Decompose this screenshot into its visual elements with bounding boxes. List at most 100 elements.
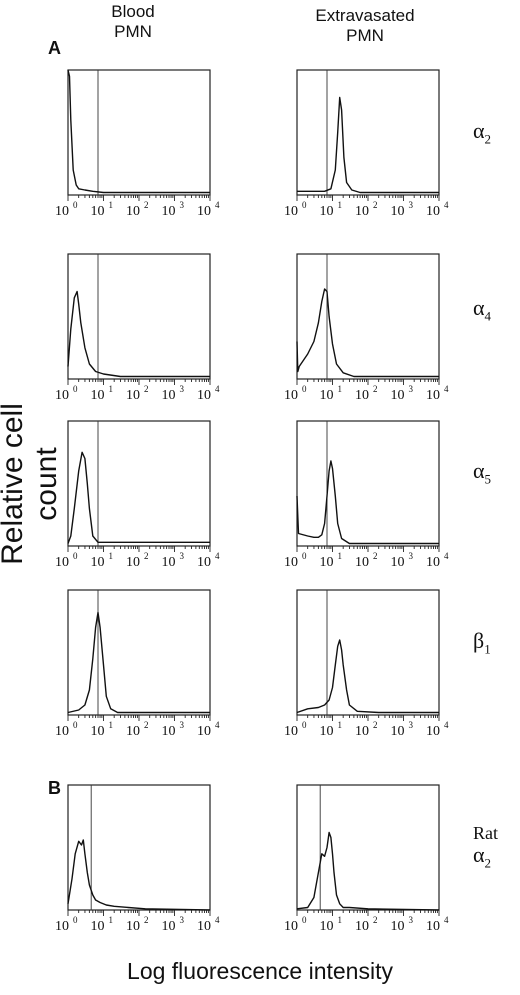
tick-label-exponent: 1 [338,551,343,561]
tick-label-exponent: 1 [338,720,343,730]
histogram-panel: 10 0 10 1 10 2 10 3 10 4 [55,784,220,934]
tick-label-exponent: 4 [215,200,220,210]
tick-label: 10 [126,724,140,739]
tick-label-exponent: 3 [180,384,185,394]
tick-label-exponent: 2 [373,915,378,925]
histogram-trace [296,639,439,714]
row-label-greek: α [473,458,485,483]
histogram-trace [297,96,439,194]
row-label-sub: 4 [484,308,492,324]
tick-label-exponent: 3 [409,200,414,210]
tick-label-exponent: 2 [373,384,378,394]
plot-frame [67,253,211,380]
histogram-trace [67,451,210,544]
tick-label-exponent: 3 [180,915,185,925]
histogram-trace [296,831,440,911]
tick-label-exponent: 2 [144,200,149,210]
tick-label-exponent: 2 [373,720,378,730]
tick-label: 10 [126,919,140,934]
tick-label: 10 [91,204,105,219]
row-label-greek: α [473,118,485,143]
tick-label-exponent: 4 [444,720,449,730]
tick-label: 10 [91,555,105,570]
tick-label: 10 [55,388,69,403]
histogram-trace [67,611,210,714]
column-header-extravasated: Extravasated PMN [295,6,435,46]
row-label-sub: 5 [484,471,492,487]
tick-label: 10 [320,555,334,570]
column-header-line: PMN [114,22,152,41]
row-label-beta1: β1 [473,628,491,657]
tick-label: 10 [320,388,334,403]
row-label-greek: α [473,842,485,867]
plot-frame [296,253,440,380]
tick-label: 10 [355,204,369,219]
plot-frame [67,589,211,716]
tick-label: 10 [320,204,334,219]
tick-label: 10 [197,724,211,739]
tick-label-exponent: 1 [338,384,343,394]
tick-label-exponent: 4 [215,384,220,394]
plot-frame [296,784,440,911]
histogram-trace [67,290,210,378]
tick-label: 10 [284,204,298,219]
tick-label: 10 [284,388,298,403]
tick-label: 10 [162,555,176,570]
tick-label: 10 [320,919,334,934]
tick-label-exponent: 2 [144,551,149,561]
column-header-line: Extravasated [315,6,415,25]
tick-label: 10 [426,204,440,219]
histogram-panel: 10 0 10 1 10 2 10 3 10 4 [284,784,449,934]
column-header-line: PMN [346,26,384,45]
tick-label-exponent: 3 [180,720,185,730]
plot-frame [296,589,440,716]
tick-label: 10 [55,724,69,739]
tick-label: 10 [197,204,211,219]
tick-label-exponent: 4 [215,720,220,730]
panel-letter-a: A [48,38,61,58]
panel-letter-b: B [48,778,61,798]
tick-label-exponent: 0 [302,915,307,925]
tick-label: 10 [426,555,440,570]
tick-label: 10 [426,724,440,739]
histogram-trace [67,69,210,194]
tick-label: 10 [162,919,176,934]
row-label-rat-alpha2: Rat α2 [473,822,498,874]
tick-label-exponent: 0 [73,915,78,925]
tick-label: 10 [284,919,298,934]
histogram-panel: 10 0 10 1 10 2 10 3 10 4 [55,69,220,219]
row-label-greek: β [473,628,485,653]
tick-label: 10 [320,724,334,739]
column-header-line: Blood [111,2,155,21]
histogram-panel: 10 0 10 1 10 2 10 3 10 4 [284,589,449,739]
histogram-trace [296,460,439,545]
tick-label-exponent: 2 [144,720,149,730]
tick-label: 10 [426,388,440,403]
tick-label-exponent: 1 [109,551,114,561]
tick-label: 10 [355,555,369,570]
tick-label: 10 [55,555,69,570]
tick-label-exponent: 3 [409,915,414,925]
tick-label-exponent: 2 [373,551,378,561]
tick-label: 10 [91,388,105,403]
row-label-sub: 1 [484,641,491,657]
histogram-panel: 10 0 10 1 10 2 10 3 10 4 [55,589,220,739]
histogram-panel: 10 0 10 1 10 2 10 3 10 4 [55,253,220,403]
row-label-prefix: Rat [473,823,498,843]
tick-label: 10 [391,555,405,570]
tick-label-exponent: 3 [180,551,185,561]
plot-frame [296,420,440,547]
plot-frame [67,69,211,196]
tick-label-exponent: 4 [444,384,449,394]
tick-label-exponent: 0 [73,200,78,210]
tick-label: 10 [197,919,211,934]
tick-label-exponent: 0 [302,720,307,730]
row-label-alpha4: α4 [473,295,491,324]
tick-label: 10 [391,919,405,934]
tick-label: 10 [55,919,69,934]
tick-label-exponent: 4 [215,915,220,925]
tick-label-exponent: 4 [444,551,449,561]
tick-label: 10 [197,555,211,570]
tick-label-exponent: 3 [409,384,414,394]
